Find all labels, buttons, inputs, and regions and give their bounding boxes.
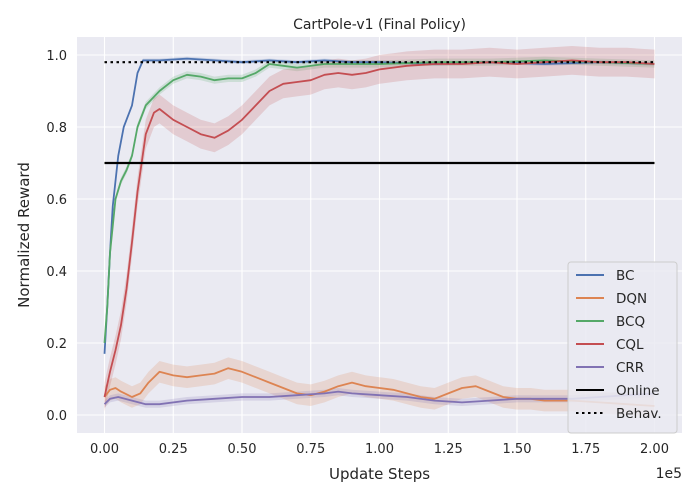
y-axis: 0.0 0.2 0.4 0.6 0.8 1.0 [46,49,67,424]
y-tick-label: 1.0 [46,49,67,64]
x-tick-label: 1.50 [503,442,532,457]
legend-label: CQL [616,337,644,353]
x-tick-label: 0.75 [296,442,325,457]
y-tick-label: 0.2 [46,337,67,352]
x-tick-label: 0.00 [90,442,119,457]
x-tick-label: 0.50 [228,442,257,457]
chart-title: CartPole-v1 (Final Policy) [293,17,466,33]
legend-label: BCQ [616,314,645,330]
legend-label: BC [616,268,634,284]
x-tick-label: 1.75 [571,442,600,457]
x-tick-label: 1.25 [434,442,463,457]
y-tick-label: 0.0 [46,409,67,424]
y-axis-label: Normalized Reward [15,162,33,308]
line-crr [103,390,655,406]
legend-label: Behav. [616,406,662,422]
legend-label: CRR [616,360,644,376]
y-tick-label: 0.6 [46,193,67,208]
x-tick-label: 0.25 [159,442,188,457]
x-axis: 0.00 0.25 0.50 0.75 1.00 1.25 1.50 1.75 2.00 [90,442,669,457]
x-tick-label: 2.00 [640,442,669,457]
x-axis-offset-label: 1e5 [656,466,682,482]
line-dqn [103,367,655,407]
y-tick-label: 0.4 [46,265,67,280]
legend-label: DQN [616,291,647,307]
legend: BC DQN BCQ CQL CRR Online Behav. [567,261,678,434]
y-tick-label: 0.8 [46,121,67,136]
x-tick-label: 1.00 [365,442,394,457]
x-axis-label: Update Steps [329,465,430,483]
band-crr [104,388,655,408]
series-lines [103,57,655,407]
legend-label: Online [616,383,660,399]
